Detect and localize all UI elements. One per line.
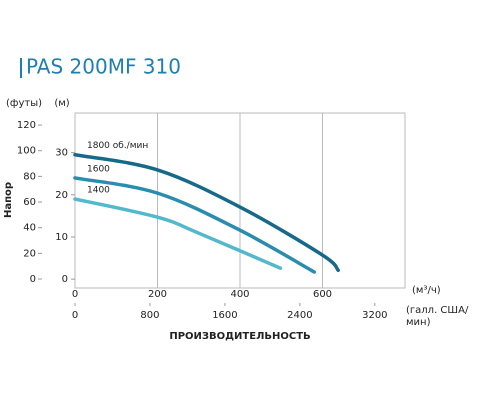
pump-curve <box>73 176 316 274</box>
curve-label: 1800 об./мин <box>87 141 148 151</box>
title-bar <box>20 58 22 78</box>
y2-tick-label: 60 <box>23 197 36 208</box>
x2-unit: (галл. США/мин) <box>406 305 469 328</box>
x2-tick-label: 2400 <box>287 310 312 321</box>
y2-tick-label: 80 <box>23 171 36 182</box>
y-unit: (м) <box>54 98 69 109</box>
x2-tick-label: 3200 <box>362 310 387 321</box>
y-tick-label: 0 <box>62 274 68 285</box>
x2-tick-label: 1600 <box>212 310 237 321</box>
x2-tick-label: 800 <box>140 310 159 321</box>
x-tick-label: 600 <box>313 289 332 300</box>
y-tick-label: 10 <box>55 232 68 243</box>
curve-label: 1600 <box>87 164 110 174</box>
chart-title: PAS 200MF 310 <box>26 55 181 79</box>
y-tick-label: 20 <box>55 190 68 201</box>
y2-tick-label: 120 <box>17 120 36 131</box>
pump-curve <box>73 197 283 270</box>
y2-unit: (футы) <box>6 98 42 109</box>
y2-tick-label: 40 <box>23 223 36 234</box>
x-tick-label: 200 <box>148 289 167 300</box>
x-tick-label: 400 <box>230 289 249 300</box>
y-label: Напор <box>3 182 14 218</box>
y-tick-label: 30 <box>55 148 68 159</box>
x2-tick-label: 0 <box>72 310 78 321</box>
x-unit: (м³/ч) <box>412 285 441 296</box>
y2-tick-label: 0 <box>30 274 36 285</box>
curve-label: 1400 <box>87 186 110 196</box>
pump-curve <box>73 152 340 273</box>
y2-tick-label: 20 <box>23 248 36 259</box>
x-label: ПРОИЗВОДИТЕЛЬНОСТЬ <box>169 331 310 342</box>
y2-tick-label: 100 <box>17 146 36 157</box>
x-tick-label: 0 <box>72 289 78 300</box>
